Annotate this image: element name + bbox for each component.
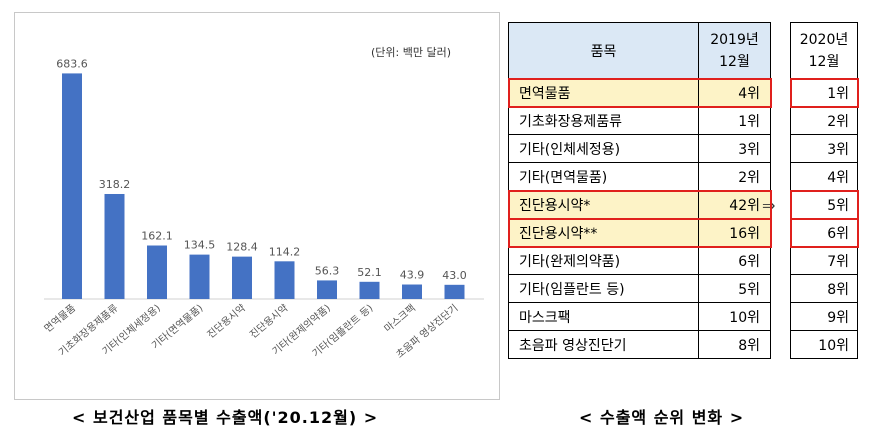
bar <box>104 193 125 299</box>
rank-table-2019: 품목 2019년 12월 면역물품 4위 기초화장용제품류 1위 기타(인체세정용) 3위… <box>508 22 771 359</box>
header-item: 품목 <box>508 22 699 79</box>
highlight-box <box>789 189 859 220</box>
rank-2020: 2위 <box>790 106 858 135</box>
category-label: 면역물품 <box>42 302 78 335</box>
bar <box>189 254 210 299</box>
bar <box>359 281 380 299</box>
table-row-2020: 2위 <box>790 106 858 135</box>
table-row: 기초화장용제품류 1위 <box>508 106 771 135</box>
data-label: 114.2 <box>269 245 301 258</box>
rank-2020: 10위 <box>790 330 858 359</box>
data-label: 683.6 <box>56 57 88 70</box>
table-header-row-2020: 2020년 12월 <box>790 22 858 79</box>
header-2020: 2020년 12월 <box>790 22 858 79</box>
rank-2020: 3위 <box>790 134 858 163</box>
highlight-box <box>507 217 772 248</box>
table-row-2020: 3위 <box>790 134 858 163</box>
table-row-2020: 7위 <box>790 246 858 275</box>
rank-2019: 6위 <box>698 246 771 275</box>
table-row: 진단용시약* 42위 <box>508 190 771 219</box>
table-caption: < 수출액 순위 변화 > <box>579 408 745 427</box>
item-name: 기초화장용제품류 <box>508 106 699 135</box>
rank-2019: 8위 <box>698 330 771 359</box>
data-label: 162.1 <box>141 230 173 243</box>
header-2019-year: 2019년 <box>710 31 759 48</box>
rank-table-2020: 2020년 12월 1위 2위 3위 4위 5위 6위 7위 8위 9위 10위 <box>790 22 858 359</box>
item-name: 초음파 영상진단기 <box>508 330 699 359</box>
category-label: 진단용시약 <box>247 302 290 341</box>
item-name: 기타(완제의약품) <box>508 246 699 275</box>
item-name: 기타(면역물품) <box>508 162 699 191</box>
highlight-box <box>789 77 859 108</box>
category-label: 진단용시약 <box>205 302 248 341</box>
data-label: 43.0 <box>442 269 467 282</box>
data-label: 52.1 <box>357 266 382 279</box>
rank-2019: 2위 <box>698 162 771 191</box>
bar <box>274 261 295 299</box>
rank-2019: 5위 <box>698 274 771 303</box>
rank-2020: 9위 <box>790 302 858 331</box>
bar <box>317 280 337 299</box>
rank-2020: 7위 <box>790 246 858 275</box>
table-row-2020: 10위 <box>790 330 858 359</box>
rank-2019: 3위 <box>698 134 771 163</box>
header-2020-year: 2020년 <box>799 31 849 48</box>
highlight-box <box>507 77 772 108</box>
item-name: 진단용시약* <box>508 190 699 219</box>
header-2019: 2019년 12월 <box>698 22 771 79</box>
rank-2020: 8위 <box>790 274 858 303</box>
bar <box>147 245 167 299</box>
table-row-2020: 4위 <box>790 162 858 191</box>
data-label: 56.3 <box>315 264 340 277</box>
highlight-box <box>789 217 859 248</box>
rank-2020: 4위 <box>790 162 858 191</box>
unit-label: (단위: 백만 달러) <box>371 46 452 59</box>
table-row: 기타(완제의약품) 6위 <box>508 246 771 275</box>
rank-2019: 10위 <box>698 302 771 331</box>
bar-chart: 683.6면역물품318.2기초화장용제품류162.1기타(인체세정용)134.… <box>42 57 484 361</box>
rank-2019: 42위 <box>698 190 771 219</box>
data-label: 134.5 <box>184 239 216 252</box>
chart-caption: < 보건산업 품목별 수출액('20.12월) > <box>72 408 379 427</box>
rank-2019: 16위 <box>698 218 771 247</box>
category-label: 마스크팩 <box>382 302 418 335</box>
rank-2019: 4위 <box>698 78 771 107</box>
highlight-box <box>507 189 772 220</box>
bar <box>232 256 252 299</box>
table-row: 기타(인체세정용) 3위 <box>508 134 771 163</box>
bar <box>402 284 422 299</box>
table-row: 기타(임플란트 등) 5위 <box>508 274 771 303</box>
table-row-2020: 8위 <box>790 274 858 303</box>
rank-2020: 6위 <box>790 218 858 247</box>
table-row-2020: 6위 <box>790 218 858 247</box>
chart-panel <box>14 12 500 400</box>
arrow-icon: ⇒ <box>762 196 776 215</box>
data-label: 318.2 <box>99 178 131 191</box>
table-header-row: 품목 2019년 12월 <box>508 22 771 79</box>
data-label: 128.4 <box>226 241 258 254</box>
table-row-2020: 9위 <box>790 302 858 331</box>
bar <box>62 73 82 299</box>
header-2019-month: 12월 <box>719 53 750 70</box>
header-2020-month: 12월 <box>808 53 840 70</box>
table-row: 기타(면역물품) 2위 <box>508 162 771 191</box>
item-name: 마스크팩 <box>508 302 699 331</box>
table-row: 마스크팩 10위 <box>508 302 771 331</box>
data-label: 43.9 <box>400 269 425 282</box>
bar <box>444 284 465 299</box>
table-row: 초음파 영상진단기 8위 <box>508 330 771 359</box>
item-name: 기타(임플란트 등) <box>508 274 699 303</box>
item-name: 기타(인체세정용) <box>508 134 699 163</box>
rank-2019: 1위 <box>698 106 771 135</box>
